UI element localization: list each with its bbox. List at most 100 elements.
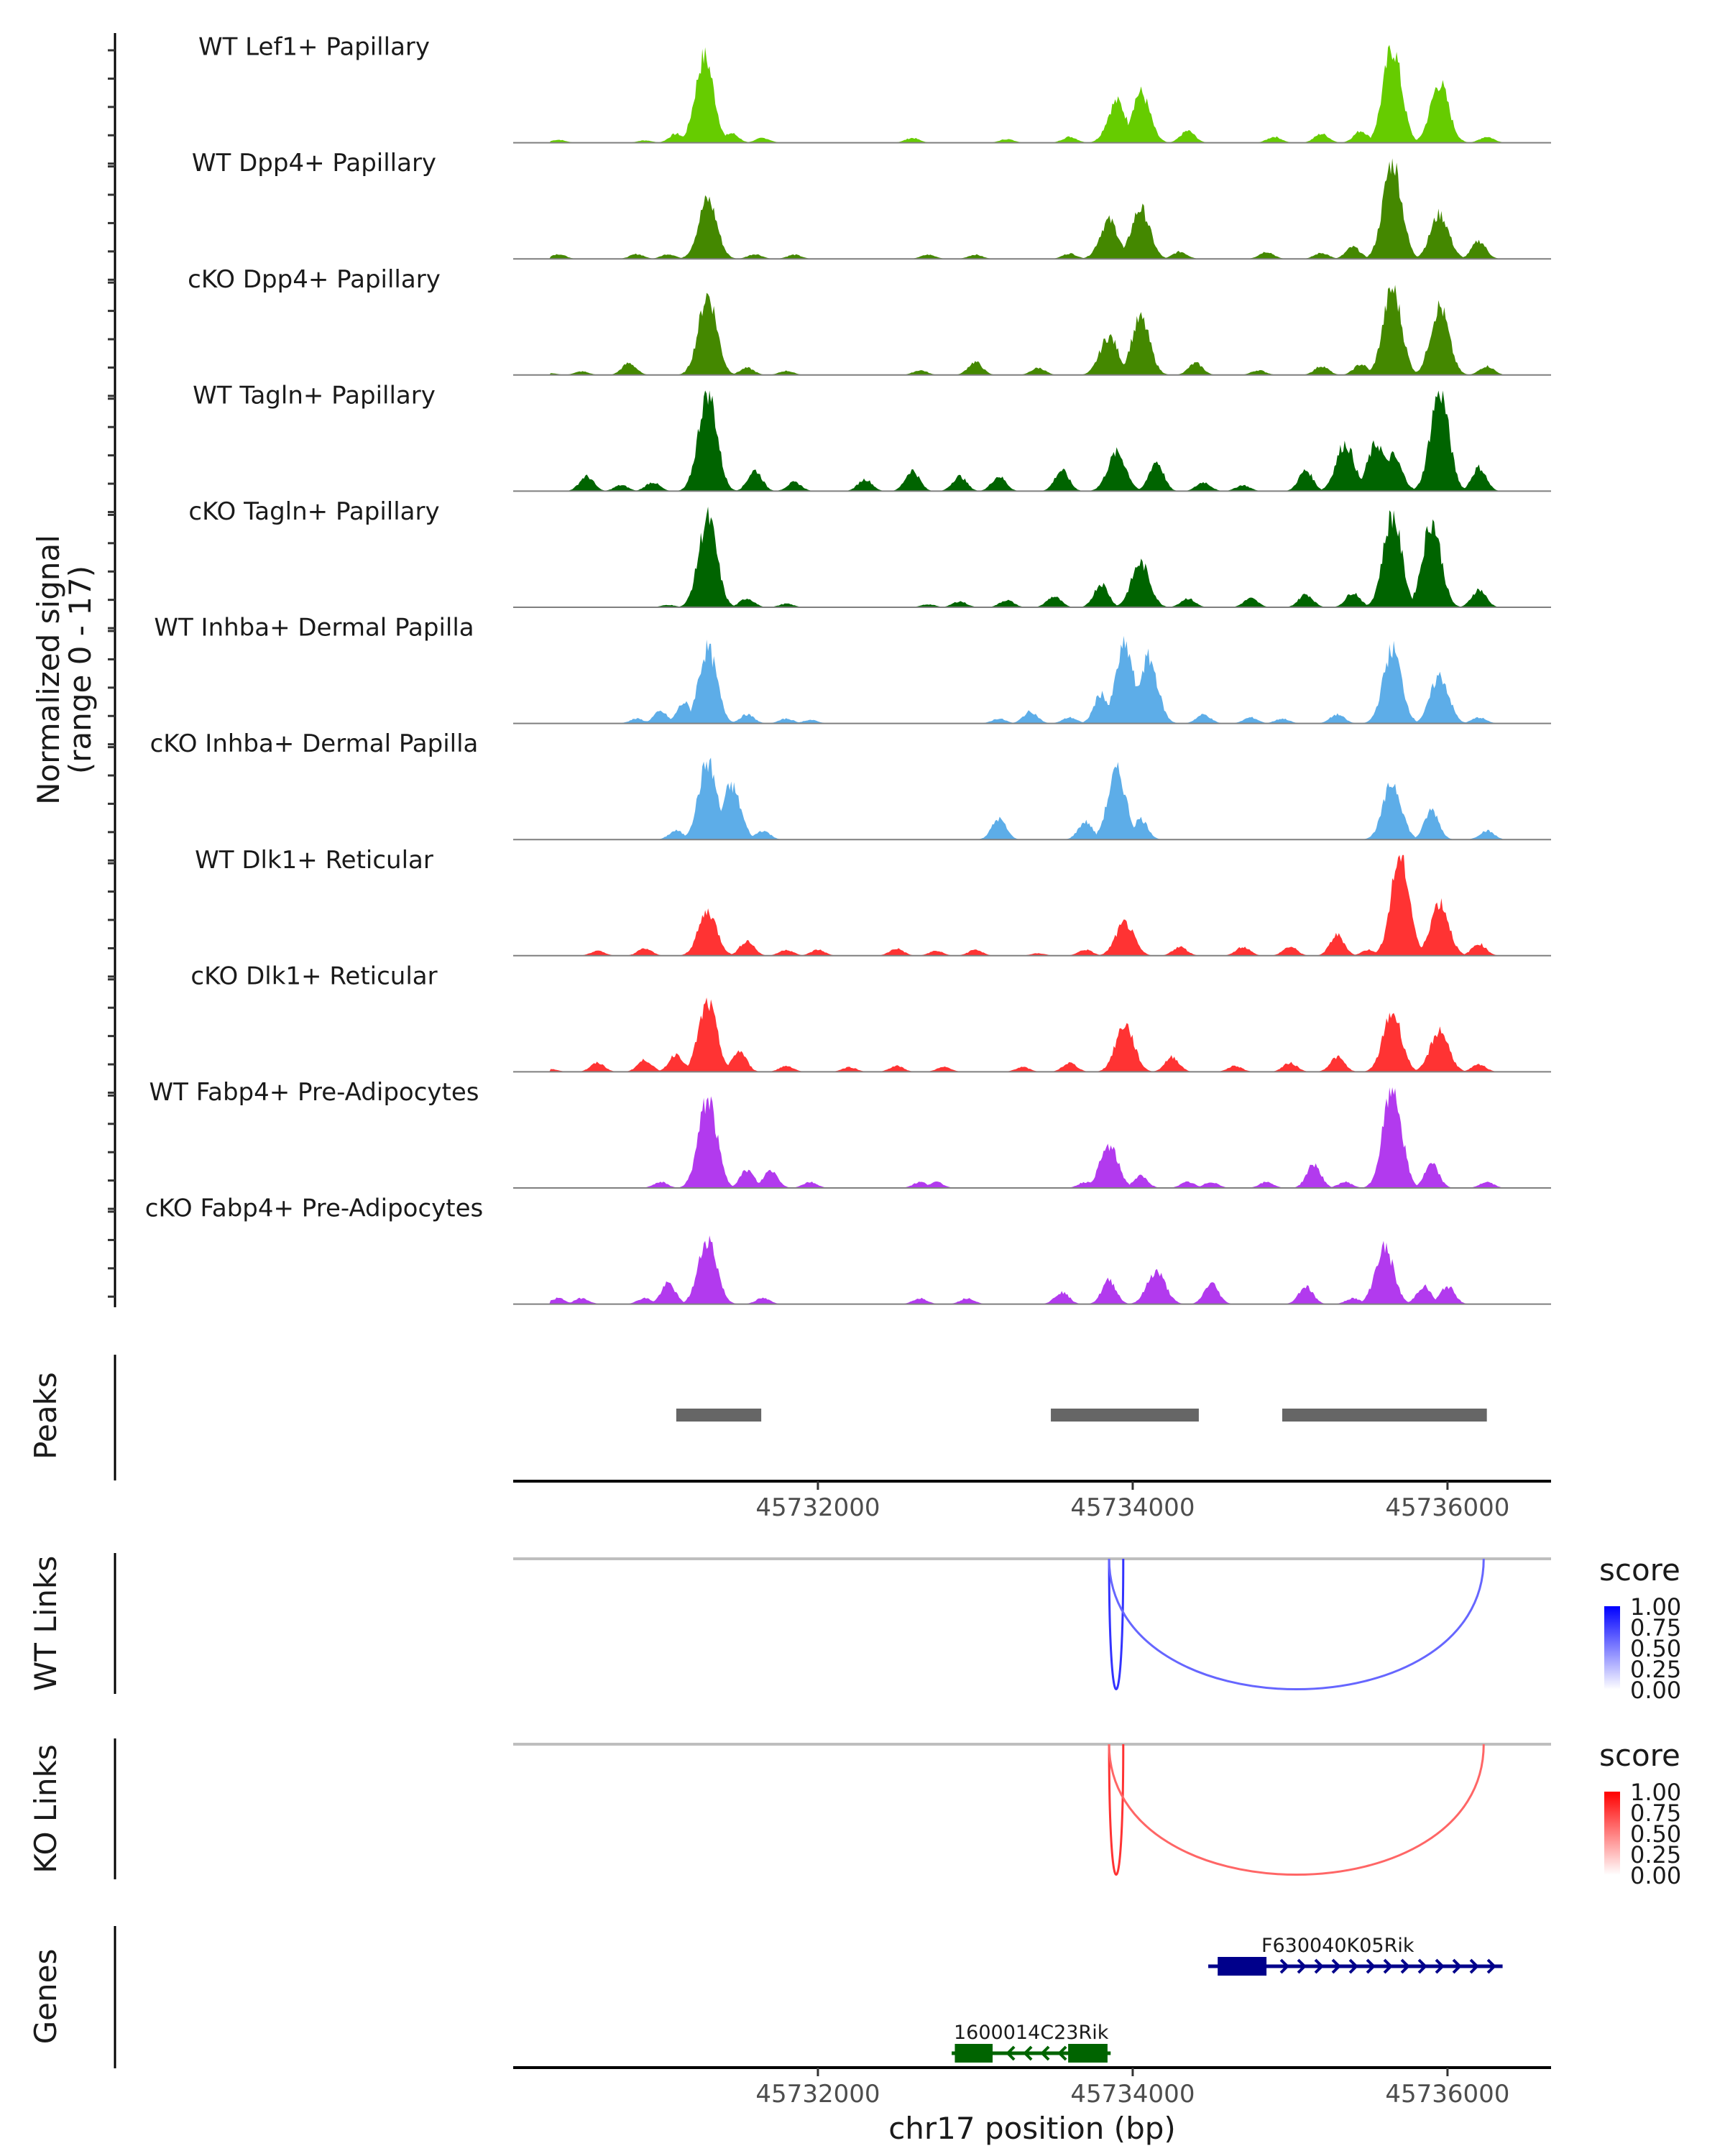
coverage-area bbox=[513, 45, 1551, 143]
coverage-track: cKO Fabp4+ Pre-Adipocytes bbox=[145, 1194, 1551, 1305]
coverage-track: cKO Dlk1+ Reticular bbox=[190, 962, 1551, 1073]
strand-arrow-right-icon bbox=[1314, 1958, 1324, 1974]
coverage-area bbox=[513, 854, 1551, 956]
x-axis-bottom-tick-label: 45736000 bbox=[1385, 2080, 1509, 2109]
ko-links-panel: KO Links score 1.000.750.500.250.00 bbox=[28, 1738, 1681, 1889]
coverage-panel: WT Lef1+ Papillary WT Dpp4+ Papillary cKO … bbox=[145, 33, 1551, 1305]
strand-arrow-right-icon bbox=[1469, 1958, 1479, 1974]
x-axis-top-tick-label: 45732000 bbox=[755, 1493, 880, 1522]
legend-tick-label: 0.75 bbox=[1630, 1614, 1681, 1641]
legend-tick-label: 0.50 bbox=[1630, 1635, 1681, 1662]
gene-exon bbox=[954, 2044, 993, 2063]
coverage-track: WT Inhba+ Dermal Papilla bbox=[154, 614, 1551, 724]
legend-tick-label: 0.50 bbox=[1630, 1820, 1681, 1848]
track-label: WT Dpp4+ Papillary bbox=[192, 149, 436, 178]
strand-arrow-right-icon bbox=[1383, 1958, 1393, 1974]
track-label: WT Lef1+ Papillary bbox=[198, 33, 430, 62]
coverage-area bbox=[513, 1235, 1551, 1304]
strand-arrow-right-icon bbox=[1348, 1958, 1358, 1974]
coverage-y-axis-ticks bbox=[108, 49, 115, 1298]
link-arc bbox=[1108, 1558, 1485, 1691]
coverage-area bbox=[513, 757, 1551, 840]
x-axis-title: chr17 position (bp) bbox=[888, 2111, 1176, 2146]
track-label: cKO Dlk1+ Reticular bbox=[190, 962, 437, 990]
x-axis-bottom-tick-label: 45734000 bbox=[1070, 2080, 1195, 2109]
gene-name-label: F630040K05Rik bbox=[1261, 1935, 1414, 1957]
x-axis-top-tick-label: 45736000 bbox=[1385, 1493, 1509, 1522]
track-label: WT Fabp4+ Pre-Adipocytes bbox=[150, 1078, 479, 1107]
links-track-label: WT Links bbox=[28, 1556, 63, 1691]
score-legend: score 1.000.750.500.250.00 bbox=[1599, 1738, 1681, 1889]
strand-arrow-right-icon bbox=[1486, 1958, 1496, 1974]
coverage-area bbox=[513, 390, 1551, 492]
peak-region bbox=[676, 1409, 762, 1422]
peak-region bbox=[1282, 1409, 1487, 1422]
link-arc bbox=[1108, 1558, 1125, 1690]
legend-colorbar bbox=[1604, 1792, 1620, 1875]
coverage-track: WT Dpp4+ Papillary bbox=[192, 149, 1551, 260]
track-label: cKO Dpp4+ Papillary bbox=[188, 265, 441, 294]
x-axis-bottom-tick-label: 45732000 bbox=[755, 2080, 880, 2109]
coverage-track: WT Tagln+ Papillary bbox=[193, 381, 1551, 492]
coverage-area bbox=[513, 998, 1551, 1072]
coverage-area bbox=[513, 158, 1551, 259]
peaks-track-label: Peaks bbox=[28, 1372, 63, 1460]
coverage-y-axis-range: (range 0 - 17) bbox=[63, 566, 98, 774]
genes-panel: F630040K05Rik 1600014C23Rik bbox=[952, 1935, 1503, 2063]
legend-tick-label: 0.25 bbox=[1630, 1841, 1681, 1869]
track-label: WT Tagln+ Papillary bbox=[193, 381, 436, 410]
x-axis-top-tick-label: 45734000 bbox=[1070, 1493, 1195, 1522]
track-label: cKO Inhba+ Dermal Papilla bbox=[150, 729, 479, 758]
strand-arrow-right-icon bbox=[1279, 1958, 1289, 1974]
strand-arrow-right-icon bbox=[1452, 1958, 1462, 1974]
coverage-track: WT Fabp4+ Pre-Adipocytes bbox=[150, 1078, 1551, 1189]
coverage-track: WT Lef1+ Papillary bbox=[198, 33, 1551, 144]
links-track-label: KO Links bbox=[28, 1744, 63, 1874]
track-label: WT Inhba+ Dermal Papilla bbox=[154, 614, 474, 642]
track-label: WT Dlk1+ Reticular bbox=[195, 846, 433, 875]
legend-tick-label: 0.00 bbox=[1630, 1862, 1681, 1889]
gene-model: 1600014C23Rik bbox=[952, 2022, 1111, 2063]
gene-exon bbox=[1068, 2044, 1108, 2063]
strand-arrow-right-icon bbox=[1400, 1958, 1410, 1974]
legend-tick-label: 0.25 bbox=[1630, 1656, 1681, 1683]
coverage-y-axis-label: Normalized signal bbox=[31, 535, 66, 805]
legend-tick-label: 0.75 bbox=[1630, 1800, 1681, 1827]
coverage-track: cKO Inhba+ Dermal Papilla bbox=[150, 729, 1551, 841]
score-legend: score 1.000.750.500.250.00 bbox=[1599, 1552, 1681, 1704]
strand-arrow-right-icon bbox=[1297, 1958, 1307, 1974]
strand-arrow-left-icon bbox=[1057, 2045, 1067, 2061]
x-axis-top-ticks: 45732000 45734000 45736000 bbox=[755, 1481, 1509, 1522]
strand-arrow-left-icon bbox=[1040, 2045, 1050, 2061]
coverage-area bbox=[513, 507, 1551, 607]
coverage-track: cKO Tagln+ Papillary bbox=[188, 497, 1551, 608]
track-label: cKO Tagln+ Papillary bbox=[188, 497, 439, 526]
peaks-regions bbox=[676, 1409, 1487, 1422]
strand-arrow-right-icon bbox=[1435, 1958, 1445, 1974]
legend-tick-label: 1.00 bbox=[1630, 1779, 1681, 1806]
gene-exon bbox=[1218, 1957, 1267, 1976]
coverage-area bbox=[513, 285, 1551, 375]
link-arc bbox=[1108, 1743, 1485, 1876]
legend-title: score bbox=[1599, 1738, 1680, 1773]
coverage-track: WT Dlk1+ Reticular bbox=[195, 846, 1551, 957]
coverage-area bbox=[513, 635, 1551, 724]
link-arc bbox=[1108, 1743, 1125, 1876]
coverage-area bbox=[513, 1087, 1551, 1188]
gene-model: F630040K05Rik bbox=[1208, 1935, 1503, 1976]
strand-arrow-right-icon bbox=[1417, 1958, 1427, 1974]
genes-track-label: Genes bbox=[28, 1949, 63, 2045]
x-axis-bottom-ticks: 45732000 45734000 45736000 bbox=[755, 2068, 1509, 2109]
legend-title: score bbox=[1599, 1552, 1680, 1588]
legend-tick-label: 1.00 bbox=[1630, 1593, 1681, 1621]
gene-name-label: 1600014C23Rik bbox=[954, 2022, 1109, 2044]
coverage-track: cKO Dpp4+ Papillary bbox=[188, 265, 1551, 376]
legend-colorbar bbox=[1604, 1606, 1620, 1690]
strand-arrow-left-icon bbox=[1023, 2045, 1033, 2061]
strand-arrow-left-icon bbox=[1006, 2045, 1016, 2061]
peak-region bbox=[1051, 1409, 1199, 1422]
legend-tick-label: 0.00 bbox=[1630, 1677, 1681, 1704]
strand-arrow-right-icon bbox=[1366, 1958, 1376, 1974]
